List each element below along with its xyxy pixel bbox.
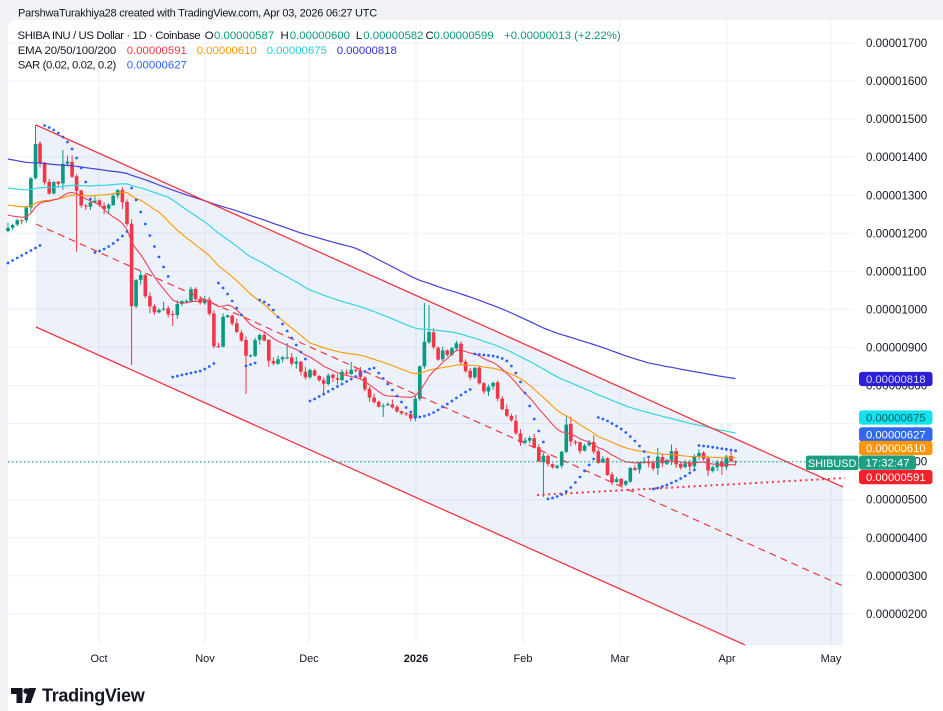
- svg-text:0.00001600: 0.00001600: [866, 75, 927, 88]
- svg-text:0.00000200: 0.00000200: [866, 608, 927, 621]
- svg-text:Nov: Nov: [195, 653, 215, 665]
- svg-text:SHIBUSD: SHIBUSD: [808, 458, 857, 470]
- svg-text:SHIBA INU / US Dollar · 1D · C: SHIBA INU / US Dollar · 1D · Coinbase O0.…: [18, 30, 621, 42]
- svg-text:0.00001100: 0.00001100: [866, 265, 926, 278]
- svg-text:0.00001500: 0.00001500: [866, 113, 927, 126]
- svg-text:0.00001200: 0.00001200: [866, 227, 927, 240]
- svg-text:0.00000300: 0.00000300: [866, 570, 927, 583]
- svg-text:0.00000591: 0.00000591: [866, 472, 926, 484]
- svg-text:ParshwaTurakhiya28 created wit: ParshwaTurakhiya28 created with TradingV…: [18, 8, 377, 20]
- svg-text:Dec: Dec: [299, 653, 319, 665]
- svg-text:0.00000610: 0.00000610: [866, 443, 926, 455]
- svg-text:TradingView: TradingView: [42, 686, 146, 706]
- svg-text:0.00000627: 0.00000627: [866, 429, 926, 441]
- svg-text:Apr: Apr: [718, 653, 735, 665]
- svg-text:2026: 2026: [404, 653, 428, 665]
- svg-text:0.00001300: 0.00001300: [866, 189, 927, 202]
- svg-text:SAR (0.02, 0.02, 0.2)0.0000062: SAR (0.02, 0.02, 0.2) 0.00000627: [18, 59, 187, 71]
- svg-text:0.00000818: 0.00000818: [866, 374, 926, 386]
- svg-text:0.00000900: 0.00000900: [866, 342, 927, 355]
- svg-text:0.00001000: 0.00001000: [866, 304, 927, 317]
- svg-text:0.00001700: 0.00001700: [866, 37, 927, 50]
- svg-text:0.00001400: 0.00001400: [866, 151, 927, 164]
- svg-text:17:32:47: 17:32:47: [866, 458, 910, 470]
- svg-text:Feb: Feb: [514, 653, 533, 665]
- svg-text:Oct: Oct: [90, 653, 107, 665]
- svg-text:0.00000675: 0.00000675: [866, 413, 926, 425]
- svg-text:0.00000500: 0.00000500: [866, 494, 927, 507]
- svg-text:Mar: Mar: [611, 653, 630, 665]
- svg-text:0.00000400: 0.00000400: [866, 532, 927, 545]
- svg-text:May: May: [821, 653, 842, 665]
